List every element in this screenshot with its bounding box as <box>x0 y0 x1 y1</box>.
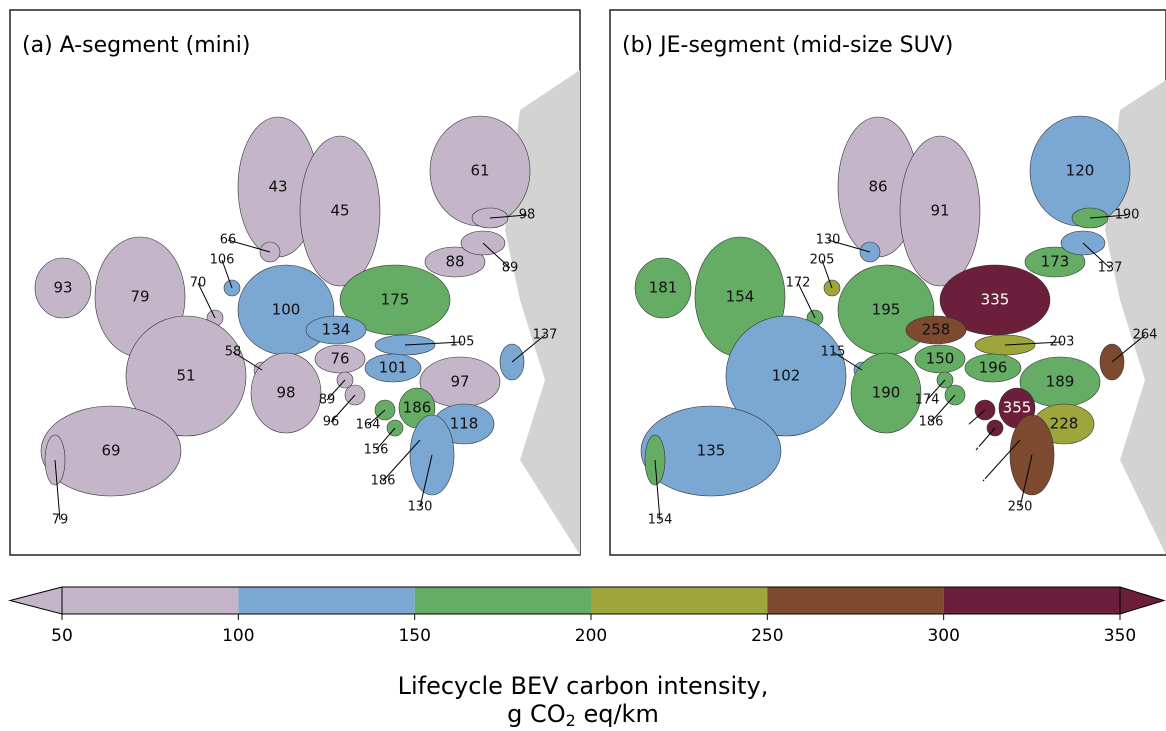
region-value-label: 190 <box>872 384 901 402</box>
region-value-label: 156 <box>364 443 389 458</box>
colorbar-tick-label: 100 <box>222 626 254 646</box>
region-value-label: 258 <box>922 321 951 339</box>
colorbar-tick-label: 350 <box>1104 626 1136 646</box>
region-value-label: 69 <box>101 442 120 460</box>
colorbar-bin <box>591 587 767 614</box>
region-value-label: 250 <box>1008 500 1033 515</box>
colorbar-tick-label: 150 <box>398 626 430 646</box>
region-value-label: 98 <box>276 384 295 402</box>
region-value-label: 89 <box>502 261 519 276</box>
region-value-label: 61 <box>470 162 489 180</box>
region-value-label: 91 <box>930 202 949 220</box>
region-value-label: 96 <box>323 415 340 430</box>
region-value-label: 97 <box>450 373 469 391</box>
colorbar-unit: g CO2 eq/km <box>507 700 659 727</box>
region-value-label: 356 <box>971 474 996 489</box>
region-value-label: 89 <box>319 393 336 408</box>
region-value-label: 70 <box>190 276 207 291</box>
region-value-label: 190 <box>1115 208 1140 223</box>
region-value-label: 93 <box>53 279 72 297</box>
region-value-label: 186 <box>403 399 432 417</box>
region-value-label: 88 <box>445 253 464 271</box>
region-value-label: 137 <box>533 328 558 343</box>
colorbar-extend <box>10 587 62 614</box>
region-value-label: 174 <box>915 393 940 408</box>
colorbar-bin <box>415 587 591 614</box>
region-value-label: 101 <box>379 359 408 377</box>
region-value-label: 196 <box>979 359 1008 377</box>
region-value-label: 335 <box>981 291 1010 309</box>
colorbar-tick-label: 50 <box>51 626 73 646</box>
region-value-label: 130 <box>816 233 841 248</box>
region-value-label: 100 <box>272 301 301 319</box>
region-value-label: 66 <box>220 233 237 248</box>
colorbar-bin <box>238 587 414 614</box>
colorbar-label: Lifecycle BEV carbon intensity, <box>398 672 769 700</box>
colorbar-bin <box>944 587 1120 614</box>
region-value-label: 98 <box>519 208 536 223</box>
region-value-label: 106 <box>210 253 235 268</box>
region-value-label: 189 <box>1046 373 1075 391</box>
region-value-label: 186 <box>371 474 396 489</box>
region-value-label: 105 <box>450 335 475 350</box>
region-value-label: 150 <box>926 350 955 368</box>
panel-title: (a) A-segment (mini) <box>22 33 250 58</box>
region-value-label: 134 <box>322 321 351 339</box>
region-value-label: 195 <box>872 301 901 319</box>
region-value-label: 203 <box>1050 335 1075 350</box>
region-value-label: 102 <box>772 367 801 385</box>
region-value-label: 154 <box>648 513 673 528</box>
colorbar-extend <box>1120 587 1164 614</box>
figure: (a) A-segment (mini) (b) JE-segment (mid… <box>0 0 1166 727</box>
region-value-label: 118 <box>450 415 479 433</box>
colorbar-tick-label: 300 <box>927 626 959 646</box>
region-value-label: 76 <box>330 350 349 368</box>
panel-title: (b) JE-segment (mid-size SUV) <box>622 33 953 58</box>
region-value-label: 135 <box>697 442 726 460</box>
region-value-label: 120 <box>1066 162 1095 180</box>
region-value-label: 300 <box>964 443 989 458</box>
region-value-label: 314 <box>956 418 981 433</box>
region-value-label: 175 <box>381 291 410 309</box>
colorbar-bin <box>767 587 943 614</box>
colorbar-tick-label: 200 <box>575 626 607 646</box>
colorbar-tick-label: 250 <box>751 626 783 646</box>
region-value-label: 173 <box>1041 253 1070 271</box>
region-value-label: 172 <box>786 276 811 291</box>
region-value-label: 51 <box>176 367 195 385</box>
region-value-label: 164 <box>356 418 381 433</box>
region-value-label: 86 <box>868 178 887 196</box>
colorbar-bin <box>62 587 238 614</box>
region-value-label: 115 <box>821 345 846 360</box>
region-value-label: 186 <box>919 415 944 430</box>
region-value-label: 45 <box>330 202 349 220</box>
region-value-label: 264 <box>1133 328 1158 343</box>
region-value-label: 79 <box>130 288 149 306</box>
region-value-label: 43 <box>268 178 287 196</box>
region-value-label: 181 <box>649 279 678 297</box>
region-value-label: 154 <box>726 288 755 306</box>
region-value-label: 137 <box>1098 261 1123 276</box>
region-value-label: 130 <box>408 500 433 515</box>
region-value-label: 205 <box>810 253 835 268</box>
region-value-label: 355 <box>1003 399 1032 417</box>
region-value-label: 79 <box>52 513 69 528</box>
region-value-label: 58 <box>225 345 242 360</box>
region-value-label: 228 <box>1050 415 1079 433</box>
